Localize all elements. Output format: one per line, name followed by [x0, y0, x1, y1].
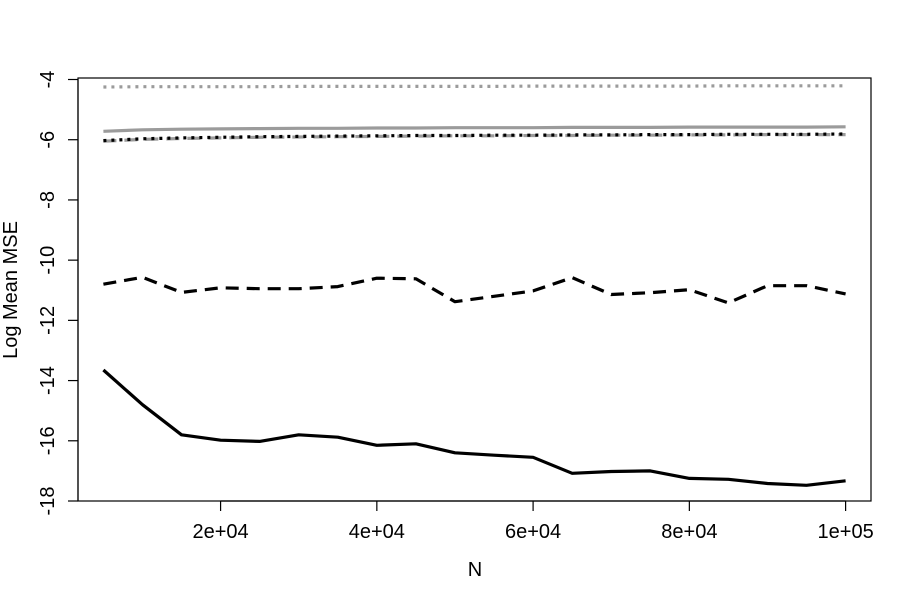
x-tick-label: 8e+04 — [661, 521, 717, 543]
y-tick-label: -14 — [37, 366, 59, 395]
series-line-2 — [103, 125, 846, 133]
x-axis-label: N — [468, 559, 482, 581]
series-line-4 — [103, 132, 846, 143]
series-line-5 — [103, 275, 846, 305]
x-tick-label: 4e+04 — [349, 521, 405, 543]
y-tick-label: -4 — [37, 71, 59, 89]
y-tick-label: -10 — [37, 246, 59, 275]
x-tick-label: 6e+04 — [505, 521, 561, 543]
x-tick-label: 1e+05 — [818, 521, 874, 543]
y-axis: -18 -16 -14 -12 -10 -8 -6 -4 — [37, 71, 79, 516]
x-axis: 2e+04 4e+04 6e+04 8e+04 1e+05 — [192, 500, 874, 543]
y-axis-label: Log Mean MSE — [0, 221, 22, 359]
series-line-1 — [103, 84, 846, 89]
y-tick-label: -8 — [37, 191, 59, 209]
x-tick-label: 2e+04 — [192, 521, 248, 543]
series-layer — [102, 84, 846, 487]
y-tick-label: -12 — [37, 306, 59, 335]
y-tick-label: -16 — [37, 426, 59, 455]
y-tick-label: -6 — [37, 131, 59, 149]
series-line-6 — [102, 368, 846, 487]
series-line-3 — [103, 133, 846, 143]
y-tick-label: -18 — [37, 487, 59, 516]
